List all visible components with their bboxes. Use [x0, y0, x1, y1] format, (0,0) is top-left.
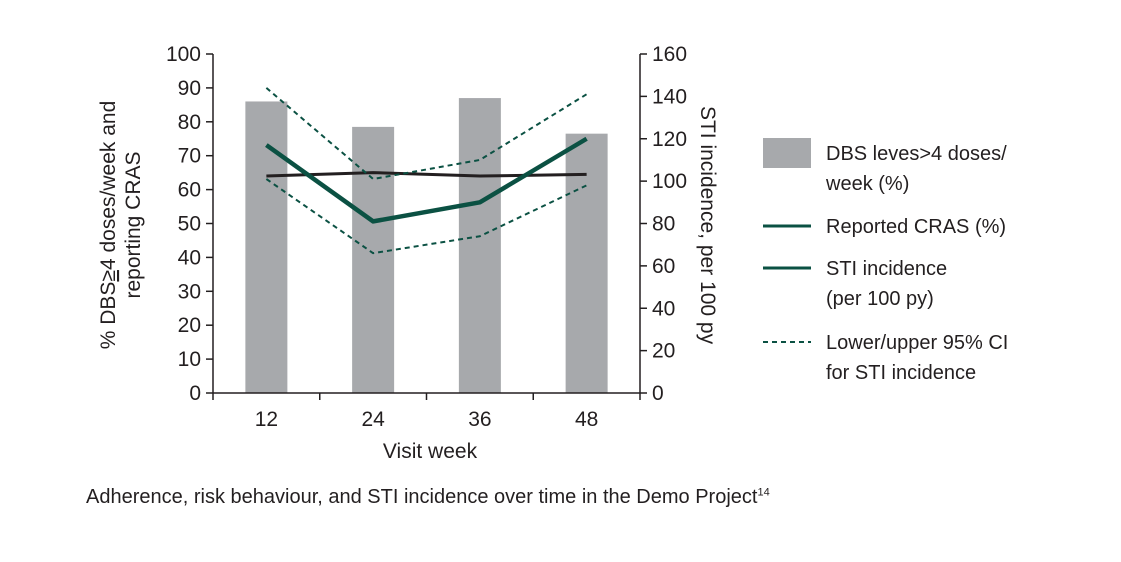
legend-label: Lower/upper 95% CI — [826, 332, 1008, 354]
right-tick-label: 40 — [652, 297, 675, 320]
left-tick-label: 20 — [178, 314, 201, 337]
right-tick-label: 80 — [652, 213, 675, 236]
left-tick-label: 80 — [178, 111, 201, 134]
left-tick-label: 90 — [178, 77, 201, 100]
left-tick-label: 60 — [178, 179, 201, 202]
left-tick-label: 10 — [178, 348, 201, 371]
left-tick-label: 40 — [178, 246, 201, 269]
legend-label: STI incidence — [826, 258, 947, 280]
legend-label: week (%) — [825, 173, 909, 195]
legend-swatch-bar — [763, 138, 811, 168]
figure-caption: Adherence, risk behaviour, and STI incid… — [86, 486, 770, 509]
right-tick-label: 60 — [652, 255, 675, 278]
x-tick-label: 36 — [468, 408, 491, 431]
right-tick-label: 0 — [652, 382, 664, 405]
bar-week-36 — [458, 98, 501, 393]
caption-text: Adherence, risk behaviour, and STI incid… — [86, 486, 758, 508]
left-axis-title-part-b: ≥ — [97, 270, 120, 282]
left-tick-label: 30 — [178, 280, 201, 303]
x-tick-label: 12 — [255, 408, 278, 431]
left-axis-title-line2: reporting CRAS — [122, 151, 145, 298]
legend-label: for STI incidence — [826, 362, 976, 384]
legend-label: Reported CRAS (%) — [826, 216, 1006, 238]
chart: 0 10 20 30 40 50 60 70 80 90 100 0 20 40 60 80 100 120 140… — [97, 43, 1008, 463]
ci-line-2 — [265, 178, 588, 255]
legend-label: DBS leves>4 doses/ — [826, 143, 1007, 165]
legend: DBS leves>4 doses/week (%) Reported CRAS … — [763, 138, 1008, 384]
bar-week-12 — [245, 101, 288, 394]
left-tick-label: 0 — [189, 382, 201, 405]
right-tick-label: 100 — [652, 170, 687, 193]
right-axis-title: STI incidence, per 100 py — [696, 106, 719, 345]
x-tick-label: 48 — [575, 408, 598, 431]
left-axis-title-line1: % DBS≥4 doses/week and — [97, 101, 120, 350]
left-axis-title-part-a: % DBS — [97, 282, 120, 350]
cras-line — [266, 171, 587, 178]
left-tick-label: 70 — [178, 145, 201, 168]
left-tick-label: 100 — [166, 43, 201, 66]
right-tick-label: 160 — [652, 43, 687, 66]
right-tick-label: 20 — [652, 340, 675, 363]
caption-reference: 14 — [757, 486, 770, 499]
left-tick-label: 50 — [178, 213, 201, 236]
right-tick-label: 140 — [652, 85, 687, 108]
bar-week-48 — [565, 133, 608, 394]
x-axis-title: Visit week — [383, 440, 478, 463]
legend-label: (per 100 py) — [826, 288, 934, 310]
x-tick-label: 24 — [361, 408, 385, 431]
left-axis-title-part-c: 4 doses/week and — [97, 101, 120, 270]
right-tick-label: 120 — [652, 128, 687, 151]
sti-incidence-line — [265, 136, 588, 224]
